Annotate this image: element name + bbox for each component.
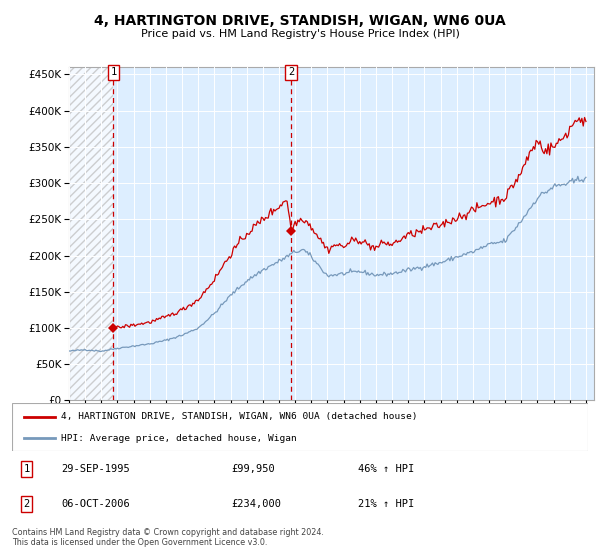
Text: Price paid vs. HM Land Registry's House Price Index (HPI): Price paid vs. HM Land Registry's House … bbox=[140, 29, 460, 39]
Text: 4, HARTINGTON DRIVE, STANDISH, WIGAN, WN6 0UA: 4, HARTINGTON DRIVE, STANDISH, WIGAN, WN… bbox=[94, 14, 506, 28]
Text: HPI: Average price, detached house, Wigan: HPI: Average price, detached house, Wiga… bbox=[61, 434, 297, 443]
Bar bbox=[69, 67, 113, 400]
Text: 4, HARTINGTON DRIVE, STANDISH, WIGAN, WN6 0UA (detached house): 4, HARTINGTON DRIVE, STANDISH, WIGAN, WN… bbox=[61, 412, 418, 421]
Text: 29-SEP-1995: 29-SEP-1995 bbox=[61, 464, 130, 474]
Text: £234,000: £234,000 bbox=[231, 499, 281, 509]
Text: 46% ↑ HPI: 46% ↑ HPI bbox=[358, 464, 414, 474]
Text: 06-OCT-2006: 06-OCT-2006 bbox=[61, 499, 130, 509]
Text: 21% ↑ HPI: 21% ↑ HPI bbox=[358, 499, 414, 509]
Text: Contains HM Land Registry data © Crown copyright and database right 2024.
This d: Contains HM Land Registry data © Crown c… bbox=[12, 528, 324, 547]
Text: 2: 2 bbox=[288, 67, 294, 77]
Text: £99,950: £99,950 bbox=[231, 464, 275, 474]
Text: 1: 1 bbox=[110, 67, 116, 77]
Text: 1: 1 bbox=[23, 464, 29, 474]
Text: 2: 2 bbox=[23, 499, 29, 509]
